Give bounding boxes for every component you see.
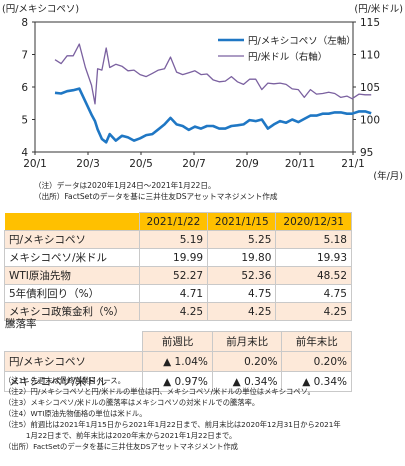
cell-value: 5.19	[138, 230, 209, 249]
col-header: 2020/12/31	[275, 212, 352, 231]
cell-value: 19.80	[207, 248, 277, 267]
y-left-tick-label: 4	[21, 147, 28, 159]
series-line-2	[54, 43, 372, 105]
x-tick-label: 20/3	[76, 158, 100, 170]
market-data-table: 2021/1/22 2021/1/15 2020/12/31 円/メキシコペソ …	[4, 212, 352, 321]
cell-value: ▲ 0.97%	[142, 371, 213, 392]
footnote: （注5）前週比は2021年1月15日から2021年1月22日まで、前月末比は20…	[4, 420, 341, 429]
cell-value: 4.75	[275, 284, 352, 303]
cell-value: 5.25	[207, 230, 277, 249]
x-tick-label: 20/11	[285, 158, 315, 170]
chart: (円/メキシコペソ) (円/米ドル) 4 5 6 7 8 95 100 105 110 115 20/1…	[0, 0, 405, 180]
chart-source: （出所）FactSetのデータを基に三井住友DSアセットマネジメント作成	[34, 192, 278, 201]
row-label: メキシコ政策金利（%）	[4, 302, 140, 321]
x-tick-label: 20/7	[182, 158, 206, 170]
cell-value: 52.27	[138, 266, 209, 285]
series-line-1	[54, 87, 372, 144]
cell-value: 4.25	[138, 302, 209, 321]
legend-label-1: 円/メキシコペソ（左軸）	[248, 35, 356, 47]
table-row: メキシコ政策金利（%） 4.25 4.25 4.25	[4, 302, 352, 321]
cell-value: 0.20%	[211, 351, 283, 372]
col-header: 前年末比	[281, 331, 352, 352]
table-row: メキシコペソ/米ドル 19.99 19.80 19.93	[4, 248, 352, 267]
y-right-tick-label: 100	[360, 115, 380, 127]
row-label: 5年債利回り（%）	[4, 284, 140, 303]
footnote: （注3）メキシコペソ/米ドルの騰落率はメキシコペソの対米ドルでの騰落率。	[4, 398, 260, 407]
x-tick-label: 20/5	[129, 158, 153, 170]
line-chart: (円/メキシコペソ) (円/米ドル) 4 5 6 7 8 95 100 105 110 115 20/1…	[2, 3, 403, 180]
footnote: （出所）FactSetのデータを基に三井住友DSアセットマネジメント作成	[4, 442, 238, 451]
table-header-row: 2021/1/22 2021/1/15 2020/12/31	[4, 212, 352, 231]
cell-value: 4.71	[138, 284, 209, 303]
y-right-tick-label: 115	[360, 17, 380, 29]
cell-value: 4.25	[207, 302, 277, 321]
col-header: 2021/1/15	[207, 212, 277, 231]
footnote: （注1）先週末は最終営業日ベース。	[4, 376, 126, 385]
y-left-tick-label: 7	[21, 50, 28, 62]
table-row: 円/メキシコペソ ▲ 1.04% 0.20% 0.20%	[3, 351, 352, 372]
cell-value: 4.25	[275, 302, 352, 321]
chart-note: （注）データは2020年1月24日～2021年1月22日。	[34, 181, 216, 190]
row-label: メキシコペソ/米ドル	[4, 248, 140, 267]
cell-value: 19.99	[138, 248, 209, 267]
cell-value: 4.75	[207, 284, 277, 303]
footnote: 1月22日まで、前年末比は2020年末から2021年1月22日まで。	[4, 431, 237, 440]
y-left-tick-label: 8	[21, 17, 28, 29]
rate-table-title: 騰落率	[5, 318, 37, 330]
table-row: 5年債利回り（%） 4.71 4.75 4.75	[4, 284, 352, 303]
cell-value: 52.36	[207, 266, 277, 285]
cell-value: ▲ 0.34%	[281, 371, 352, 392]
cell-value: 48.52	[275, 266, 352, 285]
y-right-tick-label: 95	[360, 147, 373, 159]
row-label: 円/メキシコペソ	[3, 351, 144, 372]
rate-of-change-table: 前週比 前月末比 前年末比 円/メキシコペソ ▲ 1.04% 0.20% 0.2…	[3, 331, 352, 392]
footnote: （注4）WTI原油先物価格の単位は米ドル。	[4, 409, 147, 418]
table-row: メキシコペソ/米ドル ▲ 0.97% ▲ 0.34% ▲ 0.34%	[3, 371, 352, 392]
col-header: 前週比	[142, 331, 213, 352]
table-corner	[4, 331, 144, 352]
x-tick-label: 20/1	[23, 158, 47, 170]
col-header: 2021/1/22	[138, 212, 209, 231]
table-row: 円/メキシコペソ 5.19 5.25 5.18	[4, 230, 352, 249]
y-left-tick-label: 5	[21, 115, 28, 127]
table-header-row: 前週比 前月末比 前年末比	[4, 331, 352, 352]
table-corner	[4, 212, 140, 231]
y-right-tick-label: 110	[360, 50, 380, 62]
footnote: （注2）円/メキシコペソと円/米ドルの単位は円、メキシコペソ/米ドルの単位はメキ…	[4, 387, 315, 396]
table-row: WTI原油先物 52.27 52.36 48.52	[4, 266, 352, 285]
x-tick-label: 20/9	[235, 158, 259, 170]
x-tick-label: 21/1	[341, 158, 365, 170]
y-left-tick-label: 6	[21, 82, 28, 94]
row-label: WTI原油先物	[4, 266, 140, 285]
legend-label-2: 円/米ドル（右軸）	[248, 51, 327, 63]
cell-value: ▲ 1.04%	[142, 351, 213, 372]
cell-value: 5.18	[275, 230, 352, 249]
right-axis-unit: (円/米ドル)	[354, 3, 403, 15]
left-axis-unit: (円/メキシコペソ)	[2, 4, 79, 15]
y-right-tick-label: 105	[360, 82, 380, 94]
row-label: 円/メキシコペソ	[4, 230, 140, 249]
cell-value: 19.93	[275, 248, 352, 267]
cell-value: 0.20%	[281, 351, 352, 372]
cell-value: ▲ 0.34%	[211, 371, 283, 392]
col-header: 前月末比	[211, 331, 283, 352]
x-axis-unit: (年/月)	[373, 170, 403, 180]
row-label: メキシコペソ/米ドル	[3, 371, 144, 392]
